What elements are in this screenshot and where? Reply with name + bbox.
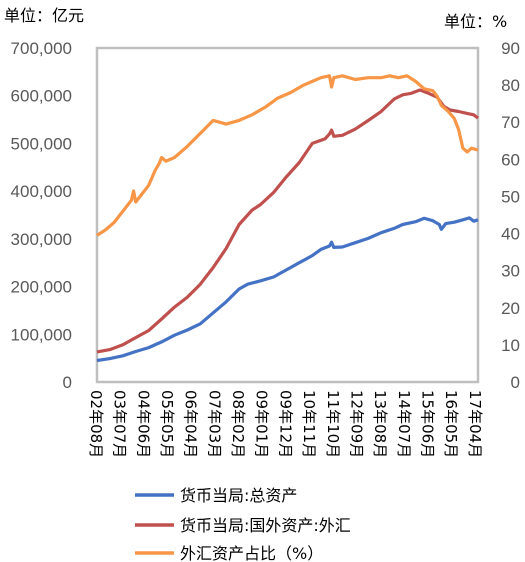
- right-axis-unit: 单位：%: [444, 12, 508, 31]
- x-tick-label: 06年04月: [182, 390, 200, 458]
- x-tick-label: 07年03月: [205, 390, 223, 458]
- x-tick-label: 11年10月: [324, 390, 342, 458]
- right-tick-label: 40: [501, 225, 520, 244]
- x-tick-label: 13年08月: [371, 390, 389, 458]
- x-tick-label: 10年11月: [300, 390, 318, 458]
- x-tick-label: 15年06月: [419, 390, 437, 458]
- x-tick-label: 14年07月: [395, 390, 413, 458]
- left-tick-label: 200,000: [11, 278, 72, 297]
- left-tick-label: 700,000: [11, 39, 72, 58]
- left-tick-label: 300,000: [11, 230, 72, 249]
- x-tick-label: 16年05月: [442, 390, 460, 458]
- right-tick-label: 0: [511, 373, 520, 392]
- right-tick-label: 80: [501, 76, 520, 95]
- right-tick-label: 60: [501, 150, 520, 169]
- legend-label: 外汇资产占比（%）: [180, 544, 323, 562]
- x-tick-label: 04年06月: [134, 390, 152, 458]
- legend-label: 货币当局:总资产: [180, 486, 297, 505]
- x-tick-label: 05年05月: [158, 390, 176, 458]
- left-tick-label: 0: [63, 373, 72, 392]
- right-tick-label: 10: [501, 336, 520, 355]
- x-tick-label: 12年09月: [348, 390, 366, 458]
- left-tick-label: 400,000: [11, 182, 72, 201]
- x-tick-label: 03年07月: [111, 390, 129, 458]
- series-line-1: [96, 216, 479, 363]
- left-tick-label: 600,000: [11, 87, 72, 106]
- x-tick-label: 02年08月: [87, 390, 105, 458]
- x-tick-label: 09年01月: [253, 390, 271, 458]
- left-axis-unit: 单位：亿元: [4, 6, 85, 25]
- left-tick-label: 100,000: [11, 325, 72, 344]
- right-tick-label: 90: [501, 39, 520, 58]
- right-tick-label: 20: [501, 299, 520, 318]
- series-line-3: [96, 74, 479, 237]
- left-tick-label: 500,000: [11, 134, 72, 153]
- x-tick-label: 09年12月: [276, 390, 294, 458]
- x-tick-label: 08年02月: [229, 390, 247, 458]
- right-tick-label: 70: [501, 113, 520, 132]
- plot-frame: [95, 46, 480, 384]
- legend-label: 货币当局:国外资产:外汇: [180, 516, 351, 535]
- right-tick-label: 50: [501, 187, 520, 206]
- right-tick-label: 30: [501, 262, 520, 281]
- x-tick-label: 17年04月: [466, 390, 484, 458]
